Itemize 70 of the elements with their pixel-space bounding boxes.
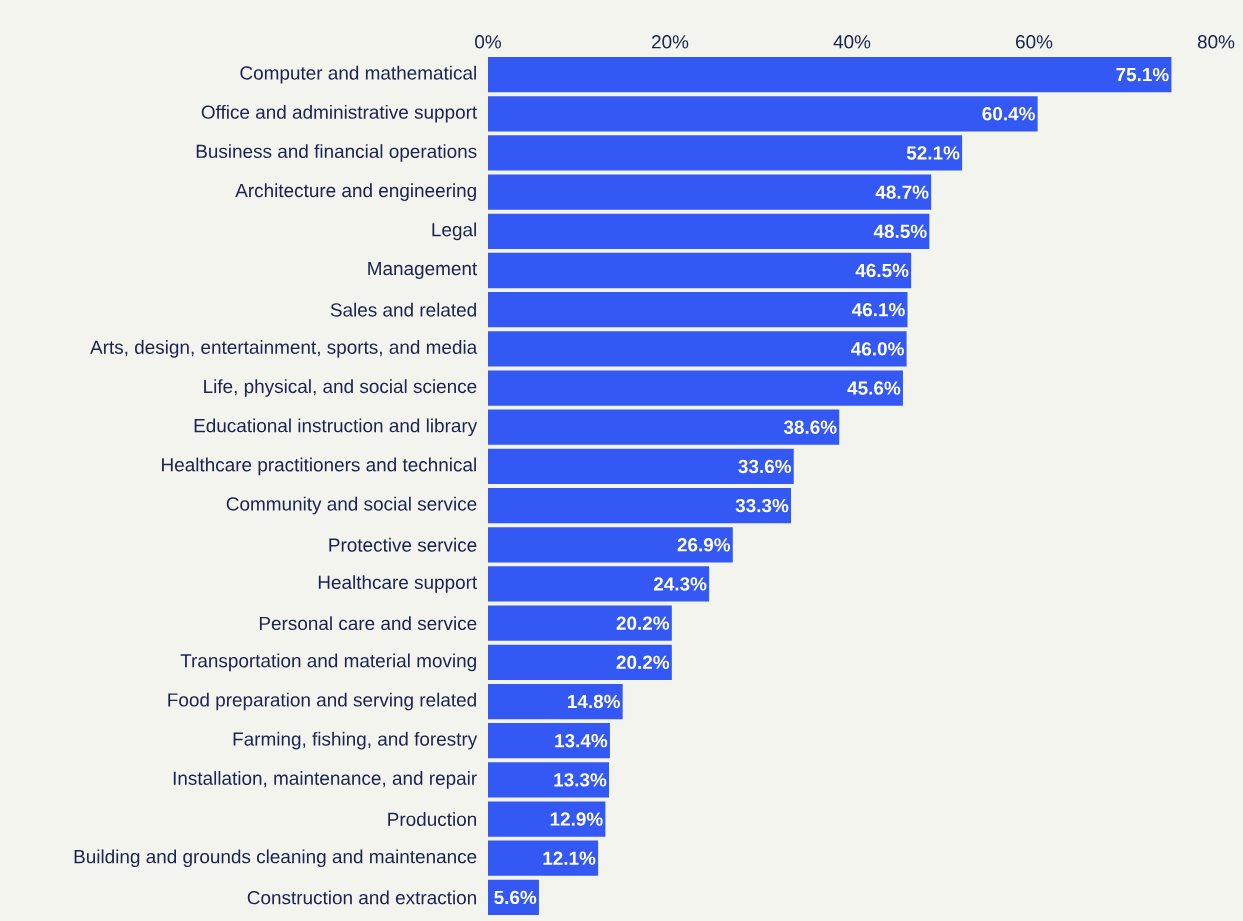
y-tick-label: Food preparation and serving related [168,692,476,711]
bar [488,174,932,210]
data-label: 46.1% [851,302,905,317]
y-tick-label: Sales and related [330,302,476,317]
data-label: 24.3% [653,577,707,591]
data-label: 46.5% [855,263,909,278]
x-tick-label: 20% [652,35,689,49]
y-tick-label: Community and social service [226,496,477,515]
bar [488,370,903,406]
data-label: 26.9% [677,538,731,552]
bar [488,762,610,798]
bar [488,683,623,720]
bar [488,448,794,485]
y-tick-label: Construction and extraction [247,890,476,905]
bar [488,605,672,641]
data-label: 33.3% [735,498,789,513]
y-tick-label: Production [388,812,476,827]
bar [488,135,963,171]
y-tick-label: Educational instruction and library [194,418,478,437]
data-label: 12.1% [543,851,596,865]
bar [488,252,912,289]
bar [488,409,840,445]
y-tick-label: Healthcare support [318,575,478,593]
x-tick-label: 40% [833,35,871,49]
y-tick-label: Healthcare practitioners and technical [162,457,476,476]
data-label: 46.0% [851,342,904,356]
data-label: 52.1% [906,146,960,160]
data-label: 14.8% [568,694,620,709]
bar [488,331,907,367]
y-tick-label: Farming, fishing, and forestry [233,731,478,750]
data-label: 38.6% [783,420,837,434]
data-label: 48.7% [875,185,929,199]
data-label: 20.2% [616,655,670,670]
x-tick-label: 60% [1016,35,1053,49]
y-tick-label: Protective service [329,537,477,552]
bar [488,527,733,563]
data-label: 13.3% [554,773,607,787]
bar [488,801,606,837]
y-tick-label: Computer and mathematical [240,65,476,84]
y-tick-label: Architecture and engineering [235,183,476,201]
data-label: 33.6% [738,459,792,474]
data-label: 20.2% [616,616,670,630]
data-label: 12.9% [550,812,603,826]
data-label: 48.5% [873,224,927,239]
bar [488,56,1172,93]
y-tick-label: Legal [432,222,476,241]
x-tick-label: 80% [1197,35,1235,49]
y-tick-label: Business and financial operations [196,144,477,162]
data-label: 60.4% [982,107,1035,121]
y-tick-label: Personal care and service [259,616,477,631]
bar [488,644,672,680]
y-tick-label: Transportation and material moving [180,653,476,672]
y-tick-label: Management [368,262,478,279]
bar [488,840,599,876]
data-label: 75.1% [1116,67,1169,82]
x-tick-label: 0% [475,35,501,49]
data-label: 5.6% [494,890,537,905]
y-tick-label: Installation, maintenance, and repair [173,771,477,789]
bar [488,566,710,602]
y-tick-label: Arts, design, entertainment, sports, and media [90,340,478,358]
y-tick-label: Building and grounds cleaning and maintenance [74,849,477,868]
y-tick-label: Office and administrative support [201,104,478,123]
data-label: 13.4% [555,733,608,748]
y-tick-label: Life, physical, and social science [204,379,477,397]
bar [488,96,1038,132]
bar [488,487,792,524]
bar [488,213,930,249]
data-label: 45.6% [847,381,901,395]
bar [488,723,610,759]
bar [488,292,908,328]
